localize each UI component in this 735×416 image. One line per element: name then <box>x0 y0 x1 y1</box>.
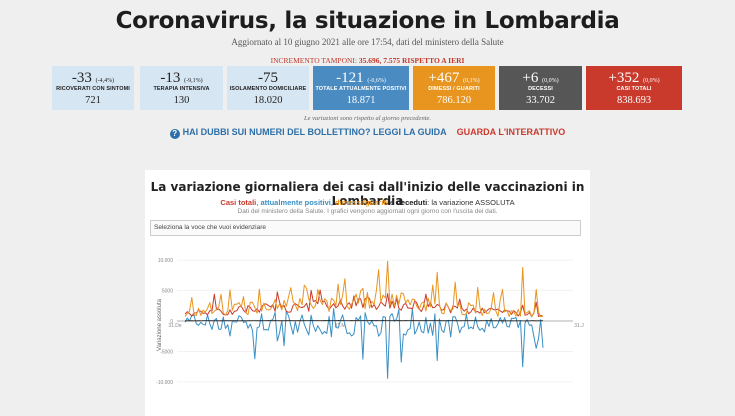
stat-delta: -121 <box>336 70 364 86</box>
y-tick-label: -10.000 <box>156 380 173 386</box>
legend-dimessi[interactable]: dimessi/guariti <box>335 198 388 207</box>
stat-delta: -13 <box>160 70 181 86</box>
legend-sep: , <box>256 198 261 207</box>
tamponi-increment: INCREMENTO TAMPONI: 35.696, 7.575 RISPET… <box>0 56 735 65</box>
legend-deceduti[interactable]: deceduti <box>396 198 428 207</box>
page-title: Coronavirus, la situazione in Lombardia <box>115 8 620 34</box>
stat-box-terapia-intensiva: -13 (-9,1%) TERAPIA INTENSIVA 130 <box>140 66 223 110</box>
guide-link[interactable]: HAI DUBBI SUI NUMERI DEL BOLLETTINO? LEG… <box>182 127 447 137</box>
stat-delta: +352 <box>608 70 640 86</box>
stat-box-ricoverati: -33 (-4,4%) RICOVERATI CON SINTOMI 721 <box>52 66 134 110</box>
stat-box-dimessi: +467 (0,1%) DIMESSI / GUARITI 786.120 <box>413 66 495 110</box>
series-lines <box>184 260 544 379</box>
stat-box-attualmente-positivi: -121 (-0,6%) TOTALE ATTUALMENTE POSITIVI… <box>313 66 409 110</box>
stat-pct: (0,1%) <box>463 78 480 84</box>
stat-pct: (0,0%) <box>643 78 660 84</box>
stat-pct: (-0,6%) <box>367 78 386 84</box>
y-tick-label: 10.000 <box>158 258 174 264</box>
x-axis: 31.De 31.M 31.J <box>168 323 584 329</box>
stat-total: 18.020 <box>253 95 283 106</box>
stat-pct: (0,0%) <box>542 78 559 84</box>
updated-timestamp: Aggiornato al 10 giugno 2021 alle ore 17… <box>231 37 504 47</box>
stat-total: 786.120 <box>436 95 472 106</box>
chart-legend: Casi totali, attualmente positivi, dimes… <box>145 198 590 207</box>
stat-pct: (-4,4%) <box>95 78 115 84</box>
stat-label: DECESSI <box>528 86 553 92</box>
legend-suffix: : la variazione ASSOLUTA <box>427 198 515 207</box>
y-tick-label: 5000 <box>162 289 173 295</box>
question-icon: ? <box>169 129 180 139</box>
stat-total: 721 <box>85 95 101 106</box>
tamponi-label: INCREMENTO TAMPONI: <box>270 56 358 65</box>
chart-card: La variazione giornaliera dei casi dall'… <box>145 170 590 416</box>
y-axis-label: Variazione assoluta <box>157 298 163 351</box>
y-tick-label: 0 <box>170 319 173 325</box>
variation-note: Le variazioni sono rispetto al giorno pr… <box>303 115 432 122</box>
stat-label: TOTALE ATTUALMENTE POSITIVI <box>315 86 407 92</box>
stat-label: RICOVERATI CON SINTOMI <box>56 86 130 92</box>
stat-box-isolamento: -75 ISOLAMENTO DOMICILIARE 18.020 <box>227 66 309 110</box>
stat-delta: -75 <box>258 70 278 86</box>
tamponi-values: 35.696, 7.575 RISPETTO A IERI <box>358 56 465 65</box>
stat-delta: -33 <box>71 70 92 86</box>
stat-box-casi-totali: +352 (0,0%) CASI TOTALI 838.693 <box>586 66 682 110</box>
stat-pct: (-9,1%) <box>184 78 203 84</box>
stat-delta: +6 <box>522 70 539 86</box>
stat-total: 33.702 <box>526 95 555 106</box>
series-dimessi-guariti[interactable] <box>184 260 544 318</box>
series-select[interactable]: Seleziona la voce che vuoi evidenziare <box>150 220 581 236</box>
x-tick-label: 31.De <box>168 323 182 329</box>
stat-total: 18.871 <box>346 95 376 106</box>
stat-delta: +467 <box>428 70 460 86</box>
series-deceduti[interactable] <box>185 320 543 322</box>
legend-positivi[interactable]: attualmente positivi <box>260 198 331 207</box>
chart-source: Dati del ministero della Salute. I grafi… <box>237 208 498 215</box>
stat-total: 130 <box>173 95 190 106</box>
legend-sep: e <box>387 198 397 207</box>
line-chart: 10.000 5000 0 -5000 -10.000 31.De 31.M 31.J Va… <box>156 258 584 386</box>
stat-label: ISOLAMENTO DOMICILIARE <box>229 86 307 92</box>
y-tick-label: -5000 <box>160 349 173 355</box>
x-tick-label: 31.J <box>574 323 584 329</box>
chart-title: La variazione giornaliera dei casi dall'… <box>150 180 585 208</box>
legend-casi[interactable]: Casi totali <box>220 198 257 207</box>
stat-label: TERAPIA INTENSIVA <box>153 86 210 92</box>
stats-boxes: -33 (-4,4%) RICOVERATI CON SINTOMI 721 -… <box>52 66 682 110</box>
x-tick-label: 31.M <box>334 323 345 329</box>
interactive-link[interactable]: GUARDA L'INTERATTIVO <box>456 127 566 137</box>
series-attualmente-positivi[interactable] <box>184 308 544 379</box>
series-casi-totali[interactable] <box>184 289 544 318</box>
y-axis: 10.000 5000 0 -5000 -10.000 <box>156 258 173 386</box>
stat-total: 838.693 <box>616 95 652 106</box>
stat-label: DIMESSI / GUARITI <box>428 86 480 92</box>
stat-label: CASI TOTALI <box>616 86 652 92</box>
stat-box-decessi: +6 (0,0%) DECESSI 33.702 <box>499 66 582 110</box>
links-row: ? HAI DUBBI SUI NUMERI DEL BOLLETTINO? LE… <box>0 127 735 139</box>
legend-sep: , <box>330 198 336 207</box>
